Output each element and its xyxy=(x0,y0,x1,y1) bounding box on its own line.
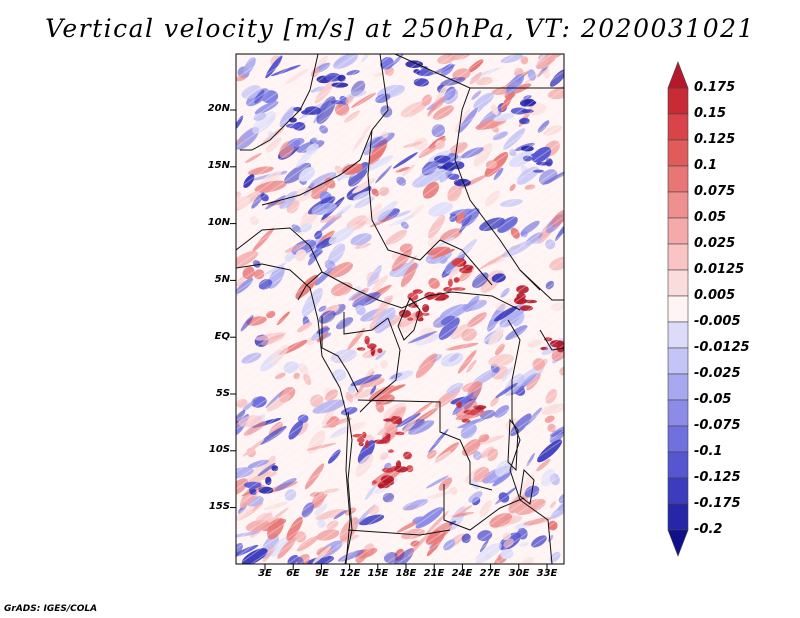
border-line xyxy=(240,54,319,151)
colorbar-segment xyxy=(667,451,689,479)
colorbar-label: 0.025 xyxy=(694,236,736,251)
border-line xyxy=(359,317,401,413)
lat-label: 5S xyxy=(215,388,230,399)
lat-label: 10S xyxy=(208,444,230,455)
colorbar-label: -0.005 xyxy=(694,314,741,329)
border-line xyxy=(519,269,564,301)
border-line xyxy=(357,399,493,491)
lon-label: 30E xyxy=(508,568,530,579)
colorbar-label: -0.025 xyxy=(694,366,741,381)
lon-label: 6E xyxy=(286,568,300,579)
lat-label: EQ xyxy=(214,331,230,342)
lon-label: 12E xyxy=(339,568,361,579)
lon-label: 21E xyxy=(423,568,445,579)
colorbar-segment xyxy=(667,217,689,245)
colorbar-segment xyxy=(667,373,689,401)
lon-label: 24E xyxy=(451,568,473,579)
border-line xyxy=(507,319,553,564)
colorbar-segment xyxy=(667,87,689,115)
border-line xyxy=(539,329,564,351)
lake-outline xyxy=(397,297,421,341)
colorbar-label: 0.1 xyxy=(694,158,718,173)
colorbar-segment xyxy=(667,477,689,505)
border-line xyxy=(344,411,353,564)
lon-label: 15E xyxy=(367,568,389,579)
lon-label: 3E xyxy=(258,568,272,579)
colorbar-label: -0.0125 xyxy=(694,340,750,355)
colorbar-min-arrow xyxy=(667,529,689,557)
colorbar-segment xyxy=(667,165,689,193)
colorbar-label: 0.175 xyxy=(694,80,736,95)
colorbar-segment xyxy=(667,295,689,323)
colorbar-segment xyxy=(667,191,689,219)
velocity-field xyxy=(236,54,564,564)
border-line xyxy=(443,484,525,531)
lake-outline xyxy=(519,468,535,505)
lat-label: 15S xyxy=(208,501,230,512)
colorbar-label: -0.1 xyxy=(694,444,723,459)
colorbar-label: -0.05 xyxy=(694,392,732,407)
lat-label: 10N xyxy=(207,217,230,228)
colorbar-label: 0.05 xyxy=(694,210,727,225)
colorbar-label: 0.0125 xyxy=(694,262,745,277)
colorbar-segment xyxy=(667,321,689,349)
lon-label: 27E xyxy=(479,568,501,579)
colorbar-label: -0.175 xyxy=(694,496,741,511)
colorbar-label: 0.15 xyxy=(694,106,727,121)
lon-label: 9E xyxy=(315,568,329,579)
colorbar xyxy=(667,61,689,557)
colorbar-max-arrow xyxy=(667,61,689,89)
lat-label: 15N xyxy=(207,160,230,171)
border-line xyxy=(321,316,359,393)
coastline xyxy=(236,263,351,564)
border-line xyxy=(347,529,451,536)
colorbar-segment xyxy=(667,399,689,427)
colorbar-segment xyxy=(667,347,689,375)
colorbar-label: 0.075 xyxy=(694,184,736,199)
border-line xyxy=(261,54,389,206)
colorbar-segment xyxy=(667,113,689,141)
colorbar-label: 0.125 xyxy=(694,132,736,147)
colorbar-label: -0.125 xyxy=(694,470,741,485)
colorbar-segment xyxy=(667,269,689,297)
border-line xyxy=(321,271,521,311)
lon-label: 18E xyxy=(395,568,417,579)
colorbar-label: -0.075 xyxy=(694,418,741,433)
border-line xyxy=(394,54,541,291)
lat-label: 5N xyxy=(214,274,230,285)
map-frame xyxy=(235,53,565,565)
country-borders xyxy=(236,54,564,564)
border-line xyxy=(367,129,493,286)
colorbar-segment xyxy=(667,243,689,271)
lat-label: 20N xyxy=(207,103,230,114)
colorbar-label: -0.2 xyxy=(694,522,723,537)
colorbar-label: 0.005 xyxy=(694,288,736,303)
colorbar-segment xyxy=(667,503,689,531)
colorbar-segment xyxy=(667,425,689,453)
field-streaks xyxy=(236,54,564,564)
axis-ticks xyxy=(230,109,548,570)
border-line xyxy=(343,312,389,335)
grads-credit: GrADS: IGES/COLA xyxy=(4,604,98,614)
lon-label: 33E xyxy=(536,568,558,579)
border-line xyxy=(236,227,323,301)
lake-outline xyxy=(507,418,519,472)
map-title: Vertical velocity [m/s] at 250hPa, VT: 2… xyxy=(45,14,755,43)
colorbar-segment xyxy=(667,139,689,167)
